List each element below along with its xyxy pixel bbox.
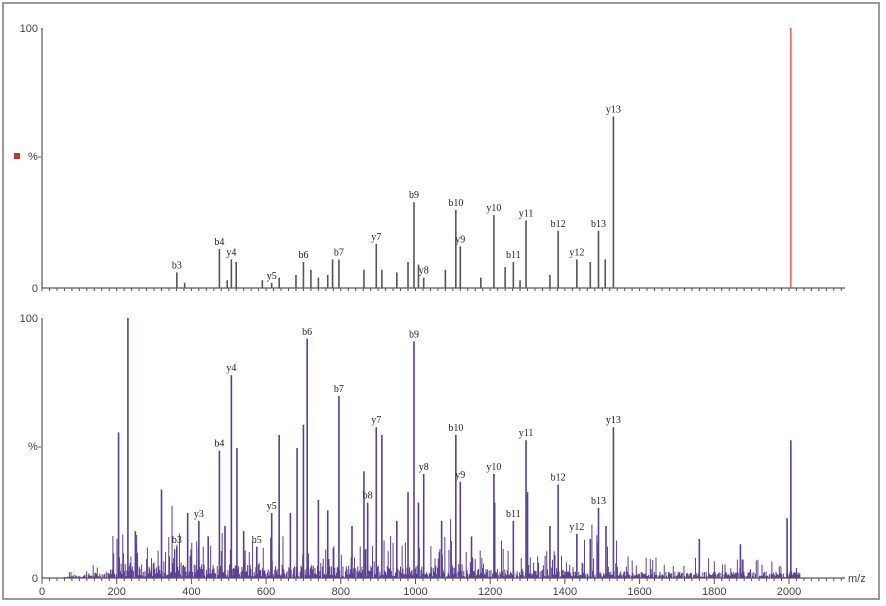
peak-label: b3 bbox=[172, 535, 182, 546]
peak-label: b11 bbox=[506, 250, 521, 261]
peak-label: y10 bbox=[486, 462, 501, 473]
peak-label: b7 bbox=[334, 247, 344, 258]
peak-label: b12 bbox=[551, 219, 566, 230]
peak-label: b7 bbox=[334, 384, 344, 395]
bottom-x-ticks: 0 200 400 600 800 1000 1200 1400 1600 1800 2000 bbox=[39, 578, 842, 598]
top-x-minor-ticks bbox=[41, 288, 842, 291]
peak-label: b13 bbox=[591, 496, 606, 507]
peak-label: y12 bbox=[569, 522, 584, 533]
peak-label: b3 bbox=[172, 260, 182, 271]
top-y-tick-0: 0 bbox=[32, 283, 38, 295]
peak-label: y3 bbox=[194, 509, 204, 520]
legend-marker bbox=[14, 153, 20, 159]
peak-label: y5 bbox=[267, 271, 277, 282]
x-tick-label: 1000 bbox=[403, 586, 427, 598]
peak-label: y11 bbox=[519, 428, 534, 439]
peak-label: b9 bbox=[409, 190, 419, 201]
bottom-y-tick-0: 0 bbox=[32, 573, 38, 585]
x-tick-label: 0 bbox=[39, 586, 45, 598]
peak-label: y9 bbox=[455, 470, 465, 481]
peak-label: b5 bbox=[252, 535, 262, 546]
peak-label: y11 bbox=[519, 208, 534, 219]
peak-label: y12 bbox=[569, 247, 584, 258]
peak-label: b4 bbox=[214, 439, 224, 450]
spectrum-frame bbox=[2, 2, 880, 600]
x-tick-label: 800 bbox=[332, 586, 350, 598]
peak-label: b8 bbox=[363, 491, 373, 502]
peak-label: y4 bbox=[226, 247, 236, 258]
peak-label: y13 bbox=[606, 415, 621, 426]
top-y-tick-100: 100 bbox=[20, 23, 38, 35]
peak-label: y8 bbox=[419, 266, 429, 277]
bottom-y-tick-pct: %- bbox=[28, 441, 42, 453]
peak-label: b4 bbox=[214, 237, 224, 248]
peak-label: y9 bbox=[455, 234, 465, 245]
bottom-panel: 100 %- 0 m/z 0 200 400 600 800 1000 1200 1400 16… bbox=[20, 313, 866, 598]
bottom-peaks: b3 y3 b4 y4 b5 y5 b6 b7 b8 y7 b9 y8 b10 y9 y10 b11 y11 b1… bbox=[117, 318, 792, 578]
peak-label: b11 bbox=[506, 509, 521, 520]
x-tick-label: 2000 bbox=[777, 586, 801, 598]
peak-label: b13 bbox=[591, 219, 606, 230]
x-tick-label: 1400 bbox=[553, 586, 577, 598]
x-tick-label: 1800 bbox=[702, 586, 726, 598]
x-tick-label: 600 bbox=[257, 586, 275, 598]
peak-label: y4 bbox=[226, 363, 236, 374]
peak-label: y10 bbox=[486, 203, 501, 214]
peak-label: b6 bbox=[302, 327, 312, 338]
peak-label: b6 bbox=[298, 250, 308, 261]
peak-label: y8 bbox=[419, 462, 429, 473]
x-tick-label: 200 bbox=[108, 586, 126, 598]
peak-label: b12 bbox=[551, 472, 566, 483]
x-tick-label: 1200 bbox=[478, 586, 502, 598]
peak-label: y7 bbox=[371, 415, 381, 426]
x-axis-label: m/z bbox=[848, 573, 866, 585]
x-tick-label: 400 bbox=[182, 586, 200, 598]
peak-label: y7 bbox=[371, 232, 381, 243]
peak-label: b10 bbox=[448, 198, 463, 209]
peak-label: b10 bbox=[448, 423, 463, 434]
x-tick-label: 1600 bbox=[627, 586, 651, 598]
bottom-y-tick-100: 100 bbox=[20, 313, 38, 325]
peak-label: y5 bbox=[267, 501, 277, 512]
peak-label: y13 bbox=[606, 104, 621, 115]
top-y-tick-pct: %- bbox=[28, 151, 42, 163]
peak-label: b9 bbox=[409, 329, 419, 340]
